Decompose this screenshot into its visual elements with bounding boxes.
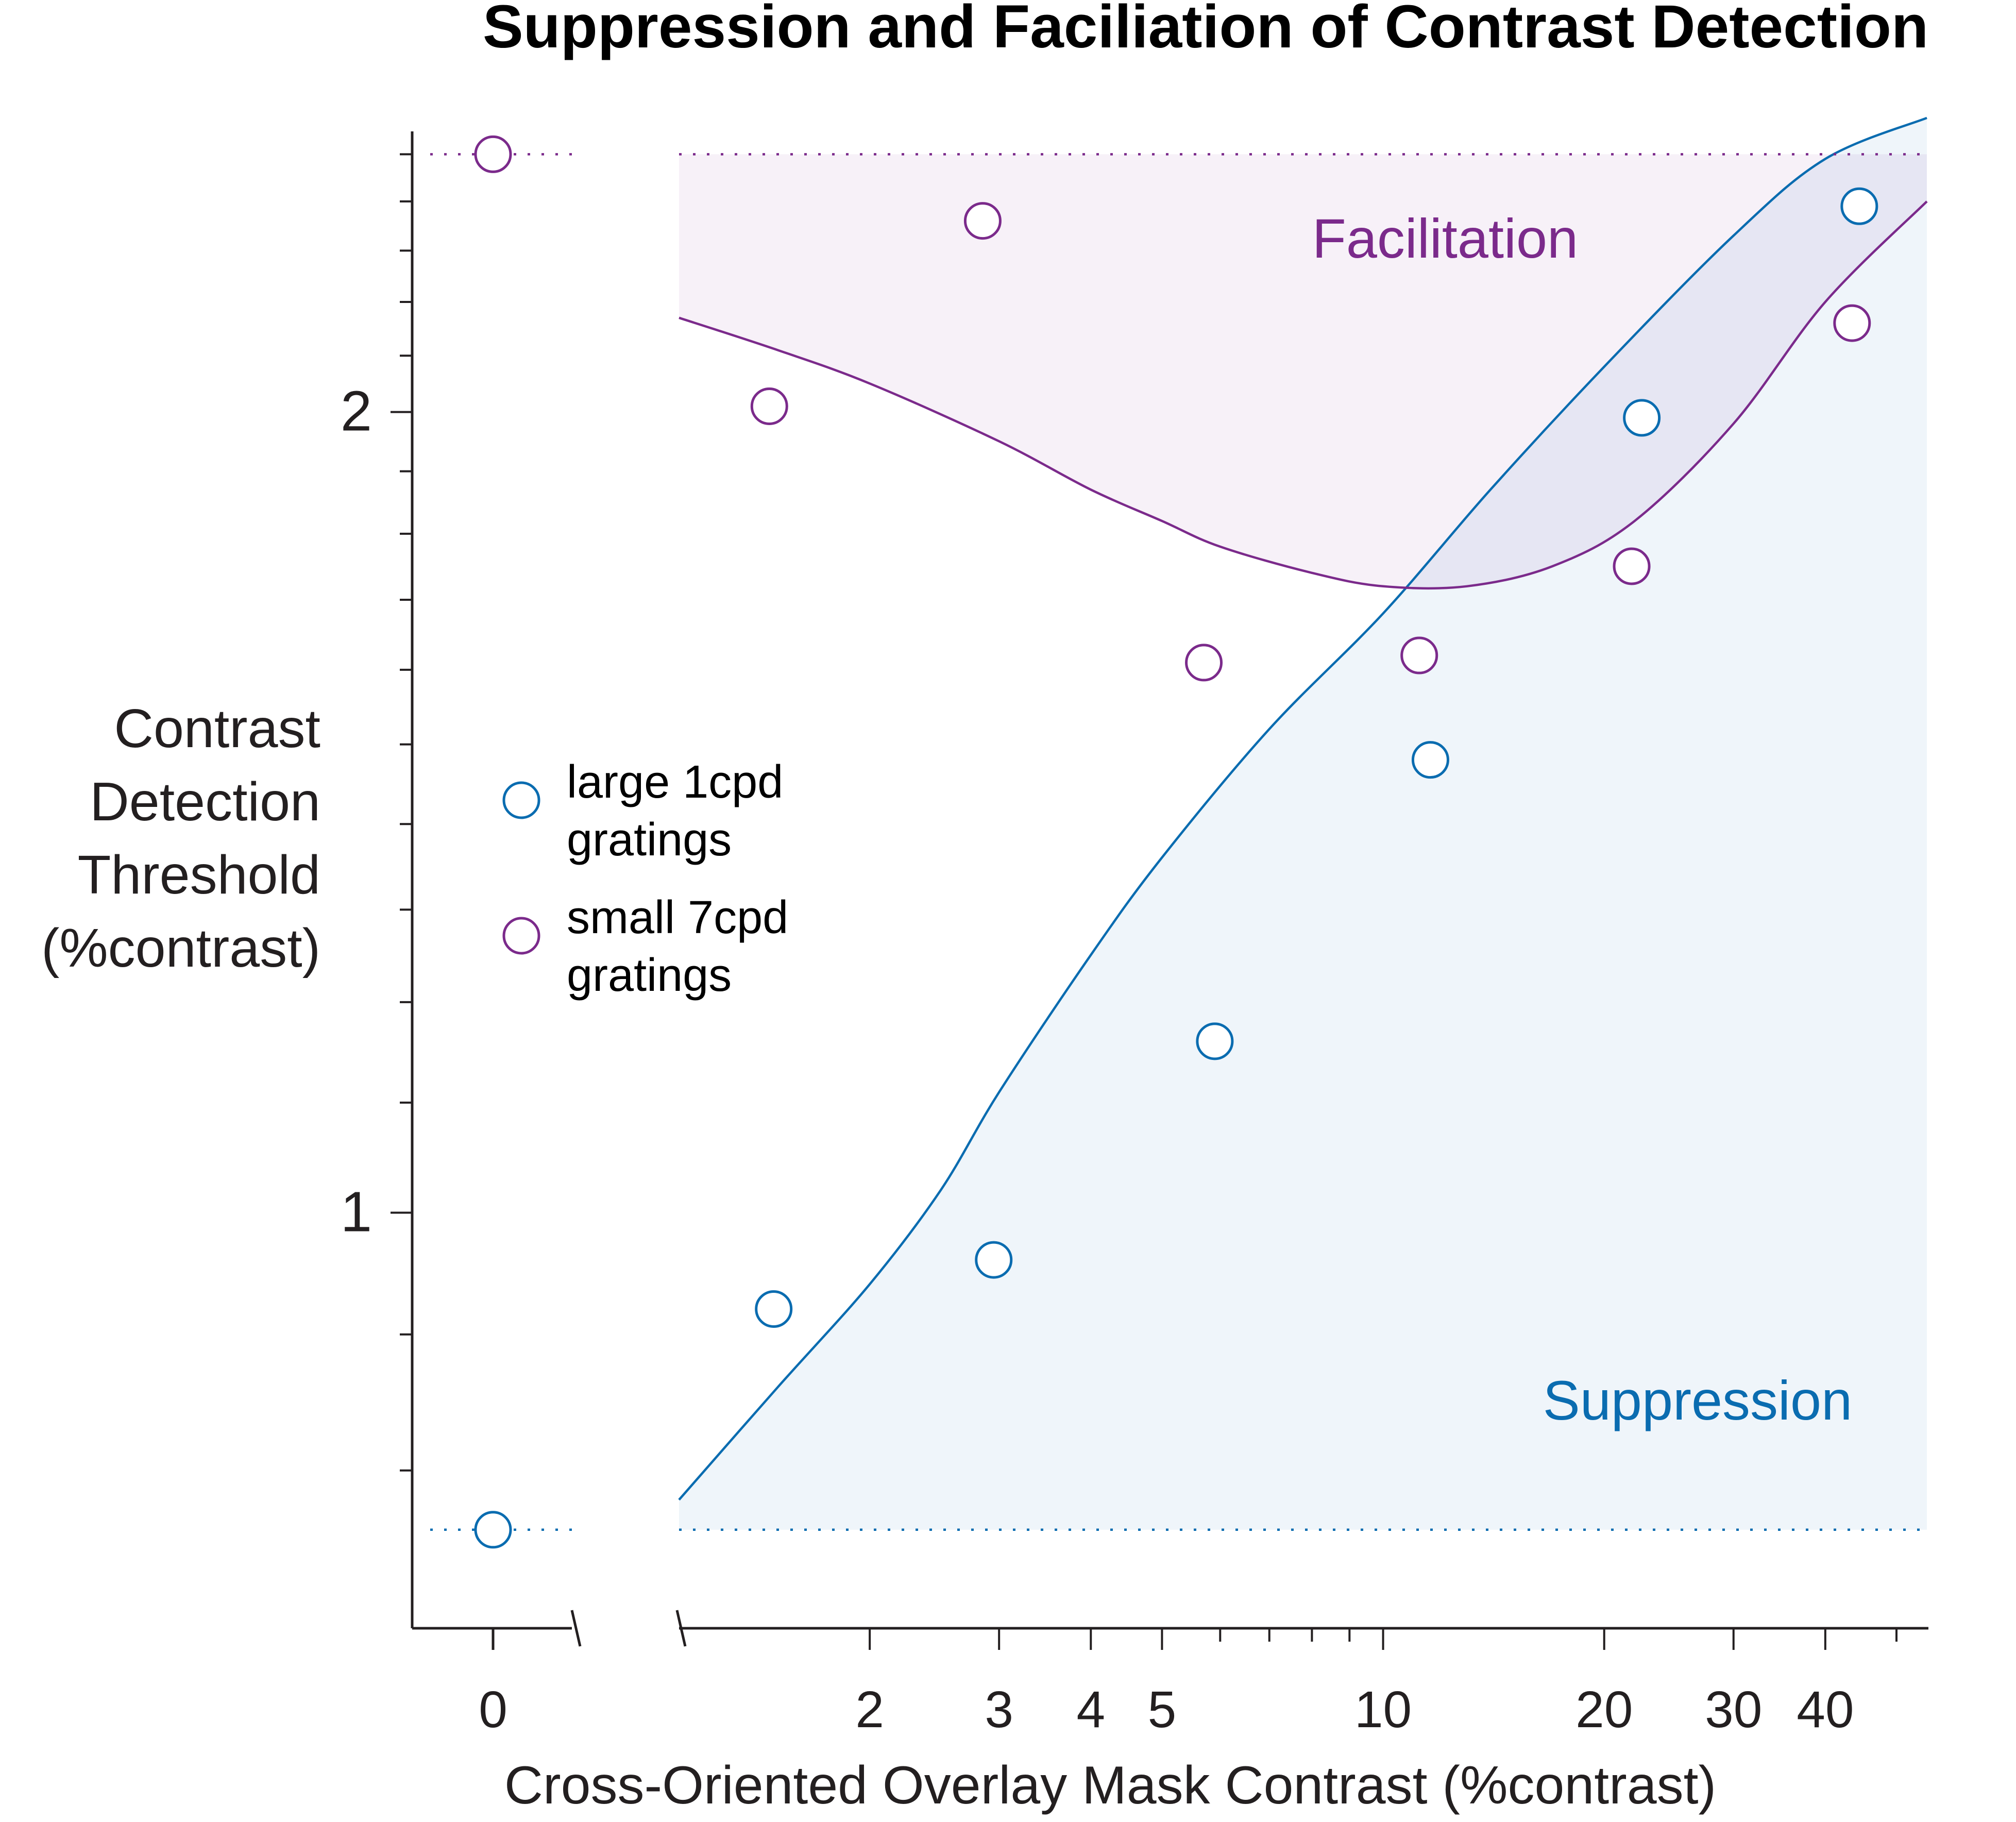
y-tick-label: 1 [341,1180,372,1244]
y-ticks: 12 [341,153,412,1472]
x-tick-label: 30 [1705,1681,1762,1739]
large-fit-curve [678,116,1927,1501]
x-tick-label: 5 [1148,1681,1177,1739]
small-legend-marker [502,917,540,955]
large-data-point [755,1290,793,1328]
y-axis-label: Contrast Detection Threshold (%contrast) [41,698,320,979]
large-data-point [1196,1022,1234,1060]
axes [411,131,1928,1647]
x-tick-label: 20 [1575,1681,1633,1739]
small-fit-curve [679,200,1928,590]
legend: large 1cpd gratings small 7cpd gratings [502,756,788,1001]
fit-curves [678,116,1928,1501]
axis-break-right [675,1610,687,1647]
facilitation-label: Facilitation [1312,207,1578,269]
x-tick-label: 40 [1797,1681,1854,1739]
large-data-point [975,1241,1013,1279]
region-fills [679,117,1927,1530]
x-tick-label: 10 [1354,1681,1412,1739]
small-data-point [1185,644,1223,682]
x-tick-label-zero: 0 [479,1681,507,1739]
y-axis-label-line: Detection [90,771,320,832]
large-data-point [1411,741,1449,779]
x-tick-label: 3 [985,1681,1013,1739]
x-ticks: 0 2 3 4 5 10 20 30 40 [479,1628,1898,1739]
y-axis-label-line: Contrast [114,698,320,759]
x-tick-label: 4 [1076,1681,1105,1739]
large-data-point [1623,399,1661,437]
y-axis-label-line: (%contrast) [41,918,320,979]
y-tick-label: 2 [341,380,372,443]
suppression-label: Suppression [1543,1369,1852,1431]
large-data-point [1840,187,1878,225]
small-data-point [1833,304,1871,342]
large-baseline-point [474,1511,512,1549]
y-axis-label-line: Threshold [78,845,320,905]
small-legend-label: small 7cpd [567,892,788,943]
data-points [474,135,1878,1549]
large-legend-label: gratings [567,814,732,866]
x-axis-label: Cross-Oriented Overlay Mask Contrast (%c… [504,1756,1716,1815]
x-tick-label: 2 [855,1681,884,1739]
large-legend-label: large 1cpd [567,756,783,808]
large-legend-marker [502,781,540,819]
small-data-point [963,202,1002,240]
small-legend-label: gratings [567,950,732,1001]
small-data-point [750,387,788,425]
small-baseline-point [474,135,512,173]
small-data-point [1613,547,1651,585]
small-data-point [1400,636,1438,674]
axis-break-left [570,1610,582,1647]
chart-title: Suppression and Faciliation of Contrast … [483,0,1928,61]
